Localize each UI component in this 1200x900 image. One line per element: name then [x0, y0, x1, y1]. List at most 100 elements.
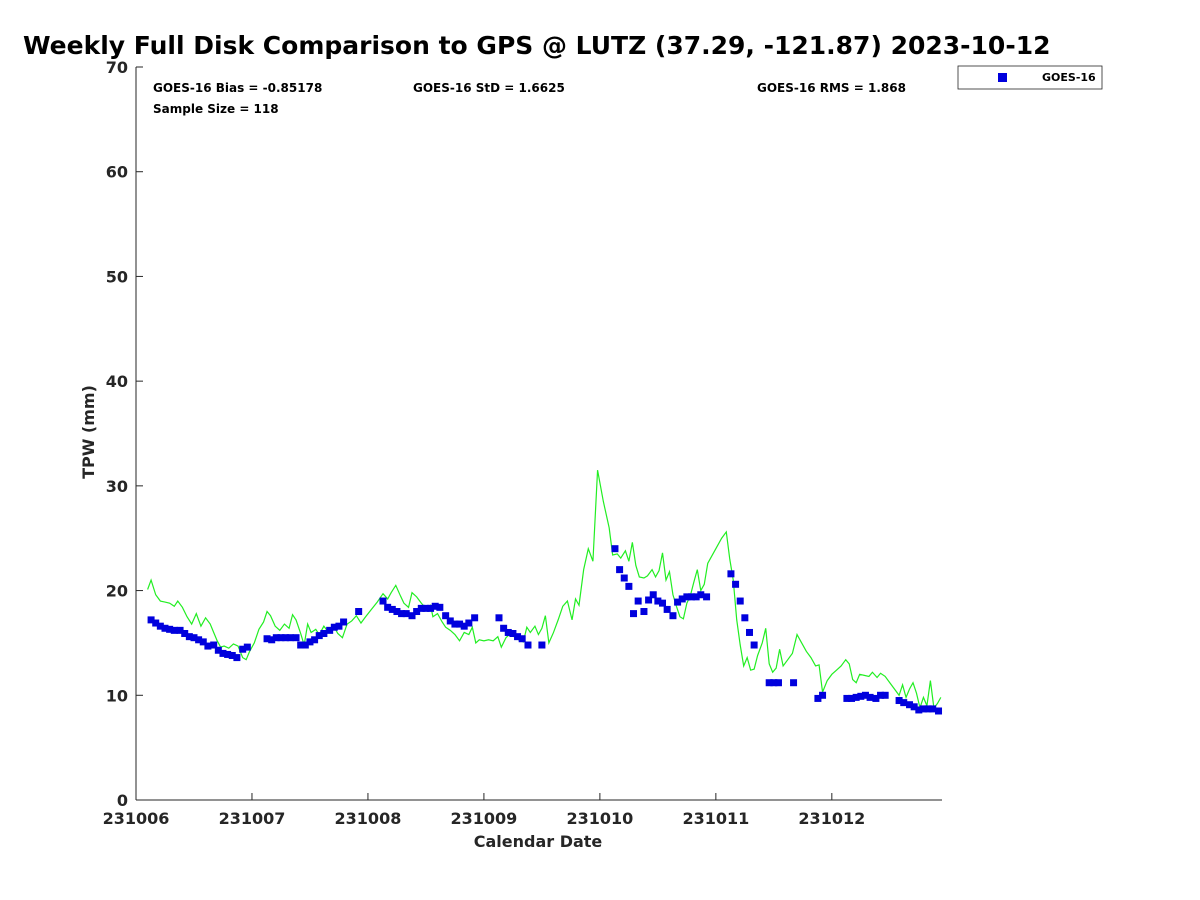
goes16-data-point [774, 679, 782, 687]
y-tick-label: 30 [106, 477, 128, 496]
goes16-data-point [500, 624, 508, 632]
goes16-data-point [692, 593, 700, 601]
goes16-data-point [152, 619, 160, 627]
goes16-data-point [379, 597, 387, 605]
plot-area: 0 10 20 30 40 50 60 70 231006 231007 231008 231009… [103, 58, 943, 828]
x-tick-label: 231006 [103, 809, 170, 828]
goes16-data-point [239, 645, 247, 653]
goes16-data-point [170, 626, 178, 634]
legend: GOES-16 [957, 65, 1103, 90]
series-layer [147, 470, 943, 715]
goes16-data-point [456, 620, 464, 628]
goes16-data-point [446, 617, 454, 625]
y-axis-label: TPW (mm) [79, 385, 98, 479]
goes16-data-point [292, 634, 300, 642]
goes16-data-point [422, 604, 430, 612]
goes16-data-point [634, 597, 642, 605]
goes16-data-point [408, 612, 416, 620]
goes16-data-point [442, 612, 450, 620]
goes16-data-point [669, 612, 677, 620]
goes16-data-point [688, 593, 695, 601]
y-axis-ticks: 0 10 20 30 40 50 60 70 [106, 58, 143, 810]
goes16-data-point [524, 641, 532, 649]
gps-series-line [147, 470, 942, 711]
legend-box [957, 65, 1103, 90]
goes16-data-point [843, 694, 851, 702]
y-tick-label: 20 [106, 582, 128, 601]
goes16-data-point [413, 608, 421, 616]
goes16-data-point [335, 622, 343, 630]
y-tick-label: 10 [106, 686, 128, 705]
goes16-data-point [166, 625, 174, 633]
goes16-data-point [306, 638, 314, 646]
goes16-data-point [176, 626, 184, 634]
goes16-data-point [765, 679, 773, 687]
x-tick-label: 231011 [682, 809, 749, 828]
goes16-data-point [881, 691, 889, 699]
goes16-data-point [301, 641, 309, 649]
goes16-data-point [611, 545, 619, 553]
goes16-data-point [384, 603, 392, 611]
goes16-data-point [616, 566, 624, 574]
goes16-data-point [402, 610, 410, 618]
goes16-data-point [732, 580, 740, 588]
std-stat: GOES-16 StD = 1.6625 [413, 81, 565, 95]
goes16-data-point [741, 614, 749, 622]
goes16-data-point [161, 624, 169, 632]
goes16-data-point [185, 633, 193, 641]
goes16-data-point [224, 650, 232, 658]
goes16-data-point [750, 641, 758, 649]
goes16-data-point [900, 699, 908, 707]
goes16-data-point [504, 628, 512, 636]
goes16-data-point [518, 635, 526, 643]
goes16-data-point [659, 599, 667, 607]
goes16-data-point [190, 634, 198, 642]
goes16-data-point [495, 614, 503, 622]
goes16-data-point [427, 604, 435, 612]
goes16-data-point [674, 598, 682, 606]
goes16-data-point [736, 597, 744, 605]
goes16-data-point [630, 610, 638, 618]
goes16-data-point [286, 634, 294, 642]
goes16-data-point [297, 641, 305, 649]
goes16-data-point [620, 574, 628, 582]
bias-stat: GOES-16 Bias = -0.85178 [153, 81, 322, 95]
goes16-data-point [910, 703, 918, 711]
goes16-data-point [625, 582, 633, 590]
x-tick-label: 231008 [335, 809, 402, 828]
goes16-data-point [199, 638, 207, 646]
goes16-data-point [770, 679, 778, 687]
x-tick-label: 231009 [451, 809, 518, 828]
goes16-data-point [872, 694, 880, 702]
goes16-data-point [471, 614, 479, 622]
goes16-data-point [640, 608, 648, 616]
sample-size-stat: Sample Size = 118 [153, 102, 279, 116]
goes16-data-point [929, 705, 937, 713]
goes16-data-point [340, 618, 348, 626]
goes16-data-point [156, 622, 164, 630]
goes16-data-point [228, 651, 236, 659]
goes16-data-point [277, 634, 285, 642]
goes16-data-point [654, 597, 662, 605]
goes16-data-point [663, 605, 671, 613]
goes16-data-point [436, 603, 444, 611]
goes16-data-point [263, 635, 271, 643]
goes16-data-point [272, 634, 280, 642]
goes16-data-point [460, 622, 468, 630]
goes16-data-point [214, 646, 222, 654]
goes16-data-point [919, 705, 927, 713]
legend-marker-goes16 [998, 73, 1007, 82]
goes16-data-point [393, 608, 401, 616]
goes16-data-point [745, 628, 753, 636]
rms-stat: GOES-16 RMS = 1.868 [757, 81, 906, 95]
goes16-data-point [195, 636, 203, 644]
goes16-data-point [935, 707, 943, 715]
goes16-data-point [538, 641, 546, 649]
goes16-data-point [509, 630, 517, 637]
goes16-data-point [219, 649, 227, 657]
goes16-data-point [282, 634, 290, 642]
goes16-data-point [703, 593, 711, 601]
x-tick-label: 231007 [219, 809, 286, 828]
goes16-data-point [895, 697, 903, 705]
